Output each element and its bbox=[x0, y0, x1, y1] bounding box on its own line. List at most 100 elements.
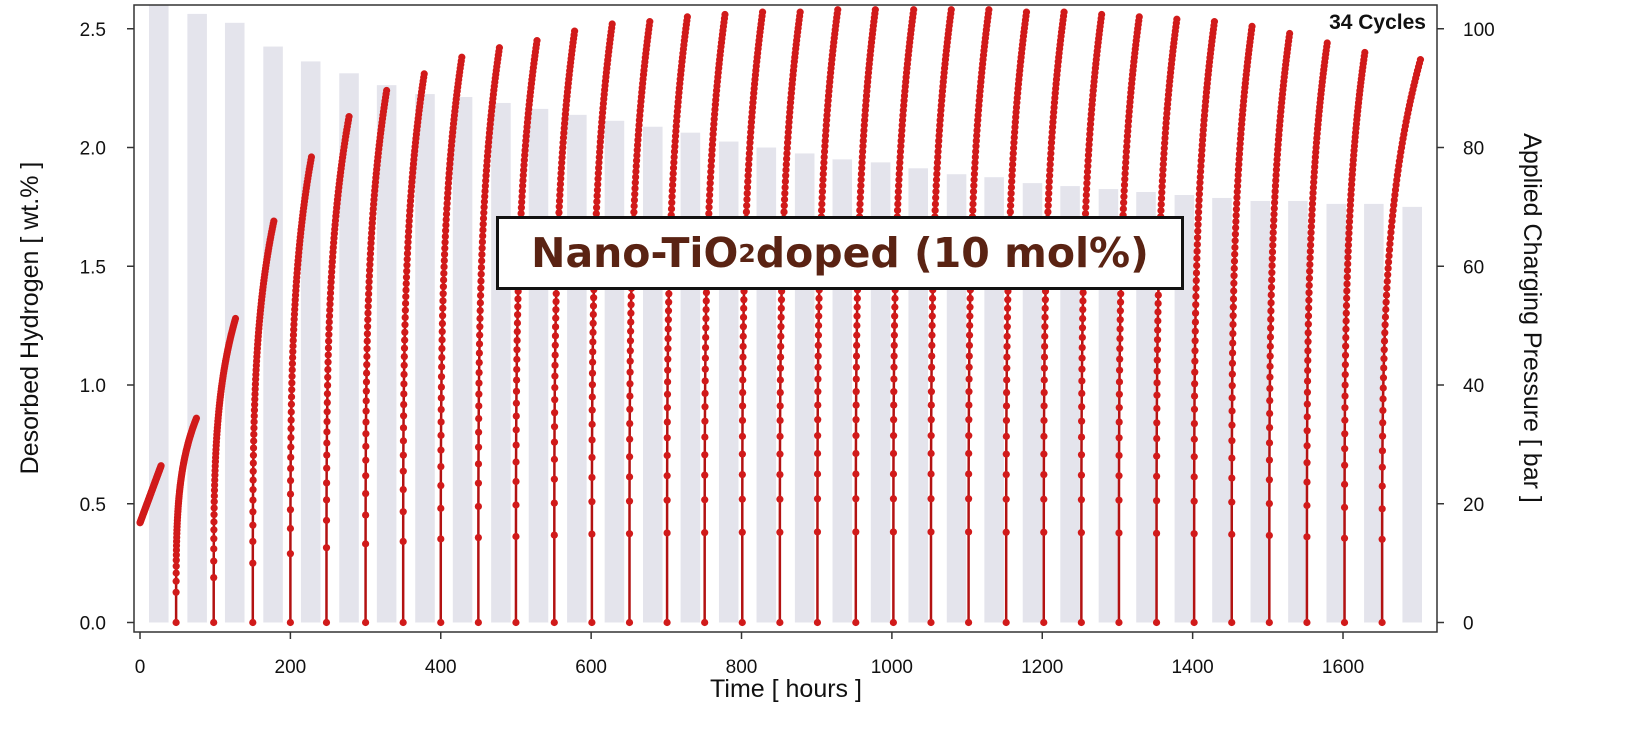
desorption-point bbox=[1382, 305, 1390, 314]
desorption-point bbox=[1303, 388, 1312, 396]
desorption-point bbox=[853, 331, 861, 339]
desorption-point bbox=[853, 321, 861, 330]
desorption-point bbox=[1153, 336, 1162, 344]
desorption-point bbox=[1122, 158, 1130, 167]
annotation-prefix: Nano-TiO bbox=[531, 229, 739, 277]
desorption-point bbox=[1266, 373, 1274, 381]
desorption-point bbox=[400, 352, 408, 361]
desorption-point bbox=[362, 489, 370, 498]
desorption-point bbox=[290, 326, 298, 334]
desorption-point bbox=[1345, 218, 1354, 226]
desorption-point bbox=[1379, 374, 1388, 382]
desorption-point bbox=[814, 401, 822, 409]
desorption-point bbox=[401, 306, 409, 314]
desorption-point bbox=[928, 294, 937, 302]
desorption-point bbox=[437, 405, 445, 414]
desorption-point bbox=[400, 412, 408, 420]
x-tick-label: 0 bbox=[135, 657, 146, 678]
desorption-point bbox=[777, 296, 786, 304]
desorption-point bbox=[626, 357, 634, 365]
desorption-point bbox=[512, 387, 521, 395]
desorption-point bbox=[1270, 204, 1278, 212]
desorption-point bbox=[1268, 276, 1276, 284]
desorption-point bbox=[476, 291, 485, 300]
desorption-point bbox=[513, 319, 522, 327]
desorption-point bbox=[782, 160, 790, 168]
desorption-point bbox=[289, 331, 298, 339]
desorption-point bbox=[1115, 472, 1123, 480]
desorption-point bbox=[404, 244, 412, 252]
desorption-point bbox=[852, 363, 860, 371]
desorption-point bbox=[513, 355, 521, 363]
desorption-point bbox=[364, 302, 372, 311]
desorption-point bbox=[627, 301, 635, 309]
desorption-point bbox=[1191, 357, 1199, 365]
desorption-point bbox=[1045, 177, 1053, 186]
desorption-point bbox=[1115, 390, 1123, 398]
desorption-point bbox=[1271, 193, 1279, 201]
desorption-point bbox=[1060, 8, 1068, 16]
desorption-cycle bbox=[399, 70, 428, 627]
desorption-point bbox=[663, 496, 671, 504]
desorption-point bbox=[475, 349, 483, 357]
desorption-point bbox=[383, 86, 391, 95]
desorption-point bbox=[927, 470, 935, 478]
desorption-point bbox=[1040, 416, 1048, 425]
desorption-point bbox=[708, 140, 717, 149]
desorption-point bbox=[895, 176, 903, 184]
desorption-point bbox=[1046, 172, 1054, 180]
desorption-point bbox=[1382, 291, 1391, 299]
desorption-point bbox=[746, 139, 754, 147]
desorption-point bbox=[1228, 530, 1236, 538]
desorption-point bbox=[631, 179, 639, 187]
desorption-point bbox=[589, 358, 597, 366]
desorption-point bbox=[1231, 237, 1239, 245]
desorption-point bbox=[1003, 313, 1012, 321]
pressure-bar bbox=[149, 5, 169, 623]
desorption-point bbox=[1153, 356, 1161, 364]
desorption-point bbox=[1154, 317, 1162, 325]
desorption-point bbox=[405, 227, 413, 235]
desorption-point bbox=[399, 618, 407, 627]
desorption-point bbox=[1193, 254, 1201, 262]
desorption-point bbox=[550, 618, 558, 627]
desorption-point bbox=[250, 406, 259, 414]
desorption-point bbox=[813, 449, 822, 458]
desorption-point bbox=[758, 8, 767, 16]
desorption-point bbox=[632, 162, 640, 170]
y-left-tick-label: 1.0 bbox=[80, 376, 106, 397]
desorption-point bbox=[1270, 216, 1278, 224]
desorption-point bbox=[403, 261, 411, 269]
desorption-point bbox=[964, 618, 973, 627]
desorption-point bbox=[966, 303, 974, 311]
desorption-point bbox=[512, 412, 520, 420]
desorption-point bbox=[512, 458, 520, 466]
desorption-point bbox=[1078, 333, 1086, 342]
desorption-point bbox=[1305, 274, 1314, 282]
desorption-point bbox=[1115, 434, 1123, 442]
desorption-point bbox=[889, 618, 897, 627]
desorption-point bbox=[1344, 241, 1353, 249]
desorption-point bbox=[400, 380, 408, 388]
desorption-point bbox=[1235, 150, 1244, 158]
desorption-point bbox=[249, 537, 257, 546]
desorption-point bbox=[1195, 190, 1203, 198]
desorption-point bbox=[1077, 471, 1086, 479]
desorption-point bbox=[1228, 382, 1236, 390]
desorption-point bbox=[476, 299, 484, 307]
desorption-point bbox=[1303, 478, 1311, 486]
desorption-point bbox=[1040, 353, 1049, 361]
desorption-point bbox=[1228, 474, 1236, 482]
desorption-point bbox=[363, 330, 371, 338]
desorption-point bbox=[557, 169, 565, 177]
desorption-point bbox=[362, 430, 370, 438]
desorption-point bbox=[323, 408, 331, 416]
desorption-point bbox=[588, 473, 596, 482]
desorption-point bbox=[1269, 228, 1277, 237]
desorption-point bbox=[477, 284, 485, 292]
desorption-point bbox=[1228, 618, 1236, 627]
desorption-point bbox=[965, 432, 973, 440]
desorption-point bbox=[669, 175, 677, 183]
desorption-point bbox=[589, 328, 597, 337]
desorption-point bbox=[1154, 308, 1162, 316]
